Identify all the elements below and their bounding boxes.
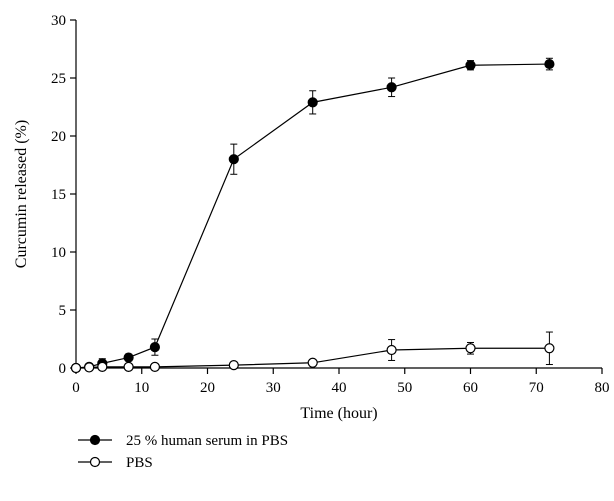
y-tick-label: 25	[51, 71, 66, 87]
data-point	[123, 361, 134, 372]
legend-marker	[89, 456, 101, 468]
data-point	[149, 361, 160, 372]
data-point	[307, 357, 318, 368]
series-line	[75, 63, 550, 369]
series-0	[70, 57, 555, 374]
legend-item-pbs: PBS	[78, 455, 153, 471]
legend: 25 % human serum in PBS PBS	[78, 433, 288, 471]
x-axis-title: Time (hour)	[300, 405, 377, 422]
data-point	[386, 82, 397, 93]
chart-axes	[75, 20, 602, 369]
data-point	[84, 362, 95, 373]
plot-area	[70, 57, 555, 374]
x-tick-label: 70	[529, 380, 544, 396]
x-tick-label: 20	[200, 380, 215, 396]
y-tick-label: 30	[51, 13, 66, 29]
legend-label-pbs: PBS	[126, 455, 153, 471]
x-tick-label: 0	[72, 380, 80, 396]
x-tick-label: 10	[134, 380, 149, 396]
data-point	[149, 342, 160, 353]
data-point	[97, 361, 108, 372]
data-point	[465, 60, 476, 71]
y-tick-label: 0	[59, 361, 67, 377]
x-tick-label: 80	[595, 380, 610, 396]
data-point	[228, 154, 239, 165]
x-tick-label: 50	[397, 380, 412, 396]
x-tick-label: 30	[266, 380, 281, 396]
legend-item-serum: 25 % human serum in PBS	[78, 433, 288, 449]
y-tick-label: 20	[51, 129, 66, 145]
data-point	[307, 97, 318, 108]
y-axis-title: Curcumin released (%)	[13, 120, 30, 268]
y-tick-label: 10	[51, 245, 66, 261]
series-line	[75, 347, 550, 369]
data-point	[544, 343, 555, 354]
chart-ticks: 0 10 20 30 40 50 60 70 80 0 5 10 15 20 25 30	[51, 13, 610, 396]
data-point	[465, 343, 476, 354]
y-tick-label: 15	[51, 187, 66, 203]
y-tick-label: 5	[59, 303, 67, 319]
data-point	[544, 58, 555, 70]
legend-label-serum: 25 % human serum in PBS	[126, 433, 288, 449]
data-point	[386, 344, 397, 356]
data-point	[228, 360, 239, 371]
series-1	[70, 331, 555, 374]
x-tick-label: 60	[463, 380, 478, 396]
data-point	[70, 362, 82, 374]
x-tick-label: 40	[332, 380, 347, 396]
legend-marker	[89, 434, 101, 446]
data-point	[123, 352, 134, 363]
